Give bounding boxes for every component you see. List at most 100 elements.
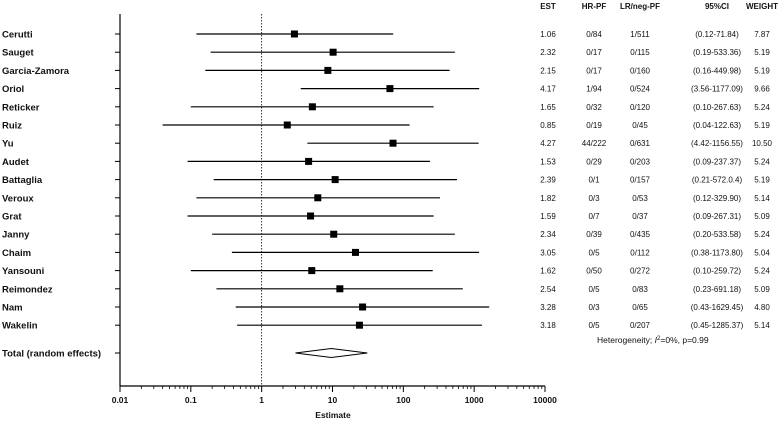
table-cell: 2.32 [540,48,556,57]
table-cell: (0.12-329.90) [693,194,741,203]
column-header: LR/neg-PF [620,2,660,11]
table-cell: 0/37 [632,212,648,221]
table-cell: 0/84 [586,30,602,39]
table-cell: 0/17 [586,66,602,75]
point-estimate-marker [324,66,332,74]
table-cell: (0.23-691.18) [693,285,741,294]
table-cell: (0.10-267.63) [693,103,741,112]
table-cell: 1/94 [586,85,602,94]
table-cell: (0.38-1173.80) [691,248,743,257]
study-label: Battaglia [2,175,43,186]
table-cell: 5.14 [754,194,770,203]
table-cell: 0/39 [586,230,602,239]
x-axis-label: Estimate [315,410,351,420]
heterogeneity-note: Heterogeneity; I2=0%, p=0.99 [597,335,709,345]
table-cell: 0/50 [586,267,602,276]
table-cell: 5.24 [754,103,770,112]
point-estimate-marker [330,230,338,238]
table-cell: (0.09-237.37) [693,157,741,166]
table-cell: 2.54 [540,285,556,294]
study-label: Reticker [2,102,40,113]
table-cell: 0/3 [588,303,600,312]
point-estimate-marker [331,176,339,184]
study-marks [162,30,490,359]
table-cell: (0.04-122.63) [693,121,741,130]
table-cell: 10.50 [752,139,773,148]
study-label: Yansouni [2,266,44,277]
study-label: Reimondez [2,284,53,295]
x-tick-label: 1 [259,395,264,405]
table-cell: 0/157 [630,176,651,185]
table-cell: 2.39 [540,176,556,185]
table-cell: 0/45 [632,121,648,130]
table-cell: 0/5 [588,321,600,330]
table-cell: 0/112 [630,248,650,257]
point-estimate-marker [351,248,359,256]
table-cell: 5.14 [754,321,770,330]
x-tick-label: 10000 [533,395,557,405]
table-cell: 5.19 [754,176,770,185]
study-label: Nam [2,303,23,314]
study-label: Veroux [2,193,34,204]
x-tick-label: 1000 [465,395,484,405]
table-cell: 4.80 [754,303,770,312]
point-estimate-marker [355,321,363,329]
table-cell: 5.19 [754,66,770,75]
point-estimate-marker [389,139,397,147]
table-cell: 0/5 [588,248,600,257]
study-label: Sauget [2,48,35,59]
table-cell: 5.19 [754,48,770,57]
table-cell: 0/631 [630,139,651,148]
table-cell: 5.24 [754,157,770,166]
table-cell: 44/222 [582,139,607,148]
x-tick-label: 100 [396,395,410,405]
point-estimate-marker [308,103,316,111]
table-cell: 2.15 [540,66,556,75]
pooled-estimate-diamond [295,347,368,359]
point-estimate-marker [386,85,394,93]
table-cell: (0.20-533.58) [693,230,741,239]
results-table: EST HR-PF LR/neg-PF 95%CI WEIGHT 1.06 0/84 1/51… [540,2,778,330]
table-cell: 0/1 [588,176,600,185]
table-cell: 0/29 [586,157,602,166]
table-cell: (0.19-533.36) [693,48,741,57]
table-cell: 5.24 [754,230,770,239]
column-header: WEIGHT [746,2,778,11]
study-label: Grat [2,212,22,223]
point-estimate-marker [283,121,291,129]
table-cell: 3.05 [540,248,556,257]
table-cell: 1.53 [540,157,556,166]
study-labels: Cerutti Sauget Garcia-Zamora Oriol Reticker R… [2,30,101,360]
table-cell: 0/5 [588,285,600,294]
table-cell: 0.85 [540,121,556,130]
table-cell: 0/19 [586,121,602,130]
point-estimate-marker [336,285,344,293]
table-cell: 0/65 [632,303,648,312]
table-cell: 0/207 [630,321,651,330]
table-cell: 0/435 [630,230,651,239]
column-header: EST [540,2,556,11]
study-label: Janny [2,230,30,241]
table-cell: 0/120 [630,103,651,112]
point-estimate-marker [307,212,315,220]
table-cell: (0.21-572.0.4) [692,176,743,185]
table-cell: 0/160 [630,66,651,75]
table-cell: (0.45-1285.37) [691,321,744,330]
table-cell: 1.82 [540,194,556,203]
point-estimate-marker [314,194,322,202]
x-tick-label: 10 [328,395,338,405]
study-label: Oriol [2,84,24,95]
study-label: Yu [2,139,14,150]
x-tick-label: 0.1 [185,395,197,405]
table-cell: 0/203 [630,157,651,166]
table-cell: (0.10-259.72) [693,267,741,276]
column-header: 95%CI [705,2,729,11]
table-cell: 0/17 [586,48,602,57]
table-cell: 0/83 [632,285,648,294]
table-cell: 0/3 [588,194,600,203]
study-label: Audet [2,157,30,168]
study-label: Garcia-Zamora [2,66,70,77]
table-cell: 1.62 [540,267,556,276]
table-cell: 2.34 [540,230,556,239]
